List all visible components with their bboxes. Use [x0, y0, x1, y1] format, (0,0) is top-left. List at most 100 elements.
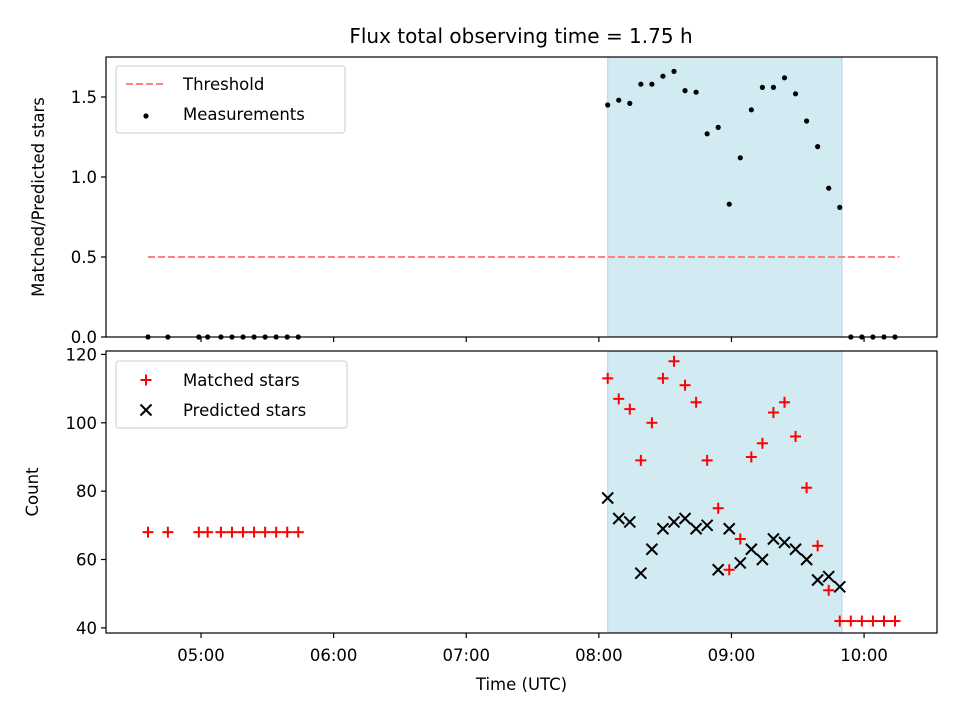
matched-point — [162, 526, 174, 538]
predicted-point — [689, 522, 703, 535]
matched-point — [679, 379, 691, 391]
legend-predicted-swatch — [139, 403, 153, 417]
legend-matched-swatch — [140, 374, 152, 386]
cross-b — [689, 522, 703, 535]
predicted-point — [612, 512, 625, 525]
predicted-point — [800, 553, 813, 566]
measurement-point — [726, 201, 732, 207]
counts-legend: Matched stars Predicted stars — [115, 360, 348, 429]
measurement-point — [770, 84, 777, 90]
ratio-y-axis-label: Matched/Predicted stars — [29, 97, 48, 297]
ratio-marks — [145, 68, 900, 340]
panel-counts-frame — [105, 350, 938, 634]
cross-b — [811, 573, 824, 587]
panel-counts: 40 60 80 100 120 05:00 06:00 07:00 08:00 09:00 10… — [23, 345, 938, 694]
observing-window-band — [607, 350, 843, 634]
measurement-point — [737, 155, 743, 161]
time-x-ticks: 05:00 06:00 07:00 08:00 09:00 10:00 — [177, 633, 888, 665]
x-tick-label: 05:00 — [177, 646, 225, 665]
legend-plus-marker — [140, 374, 152, 386]
cross-b — [745, 543, 758, 556]
matched-point — [613, 393, 625, 405]
measurement-point — [704, 131, 710, 137]
y-tick-label: 1.0 — [71, 168, 97, 187]
y-tick-label: 120 — [66, 345, 98, 364]
ratio-legend: Threshold Measurements — [115, 65, 346, 134]
predicted-point — [623, 515, 637, 529]
cross-b — [612, 512, 625, 525]
cross-b — [756, 553, 769, 566]
matched-point — [690, 396, 702, 408]
cross-b — [678, 512, 692, 525]
legend-cross-marker — [139, 403, 153, 417]
x-tick-label: 07:00 — [442, 646, 490, 665]
matched-point — [823, 584, 835, 596]
x-axis-label: Time (UTC) — [475, 675, 567, 694]
y-tick-label: 0.5 — [71, 248, 97, 267]
predicted-point — [734, 556, 747, 570]
cross-b — [139, 403, 153, 417]
predicted-point — [678, 512, 692, 525]
matched-point — [259, 526, 271, 538]
measurement-point — [682, 88, 688, 94]
predicted-point — [667, 515, 681, 529]
cross-b — [634, 566, 648, 580]
observing-window-band — [607, 56, 843, 338]
matched-point — [248, 526, 260, 538]
predicted-point — [656, 522, 670, 535]
matched-point — [142, 526, 154, 538]
x-tick-label: 06:00 — [310, 646, 358, 665]
legend-predicted-label: Predicted stars — [183, 401, 306, 420]
matched-point — [812, 540, 824, 552]
cross-b — [656, 522, 670, 535]
panel-ratio: 0.0 0.5 1.0 1.5 Matched/Predicted stars Thr… — [29, 56, 938, 347]
count-marks — [142, 355, 901, 627]
x-tick-label: 10:00 — [840, 646, 888, 665]
observing-window-band-bottom — [607, 350, 843, 634]
matched-point — [801, 482, 813, 494]
cross-b — [767, 532, 780, 546]
matched-point — [745, 451, 757, 463]
measurement-point — [605, 102, 611, 108]
cross-b — [778, 536, 791, 549]
legend-measurements-label: Measurements — [183, 105, 305, 124]
predicted-point — [767, 532, 780, 546]
panel-ratio-frame — [105, 56, 938, 338]
measurement-point — [792, 91, 799, 97]
chart-title: Flux total observing time = 1.75 h — [349, 24, 692, 48]
measurement-point — [671, 68, 677, 74]
predicted-point — [822, 570, 835, 583]
predicted-point — [723, 522, 736, 535]
measurement-point — [748, 107, 754, 113]
measurement-point — [649, 81, 655, 87]
cross-b — [645, 543, 659, 556]
predicted-point — [789, 543, 802, 556]
legend-measurements-swatch — [143, 113, 149, 119]
matched-point — [712, 502, 724, 514]
cross-b — [700, 519, 714, 532]
matched-point — [624, 403, 636, 415]
predicted-point — [811, 573, 824, 587]
legend-matched-label: Matched stars — [183, 371, 300, 390]
predicted-point — [745, 543, 758, 556]
matched-point — [215, 526, 227, 538]
predicted-point — [833, 580, 846, 594]
matched-point — [270, 526, 282, 538]
ratio-legend-box — [115, 65, 346, 134]
matched-point — [734, 533, 746, 545]
matched-point — [723, 564, 735, 576]
legend-threshold-label: Threshold — [182, 75, 264, 94]
cross-b — [800, 553, 813, 566]
predicted-point — [711, 563, 725, 576]
counts-legend-box — [115, 360, 348, 429]
measurement-point — [781, 75, 788, 81]
predicted-point — [700, 519, 714, 532]
measurement-point — [804, 118, 810, 124]
matched-point — [889, 615, 901, 627]
matched-point — [856, 615, 868, 627]
measurement-point — [660, 73, 666, 79]
measurement-point — [815, 144, 821, 150]
matched-point — [668, 355, 680, 367]
matched-point — [237, 526, 249, 538]
